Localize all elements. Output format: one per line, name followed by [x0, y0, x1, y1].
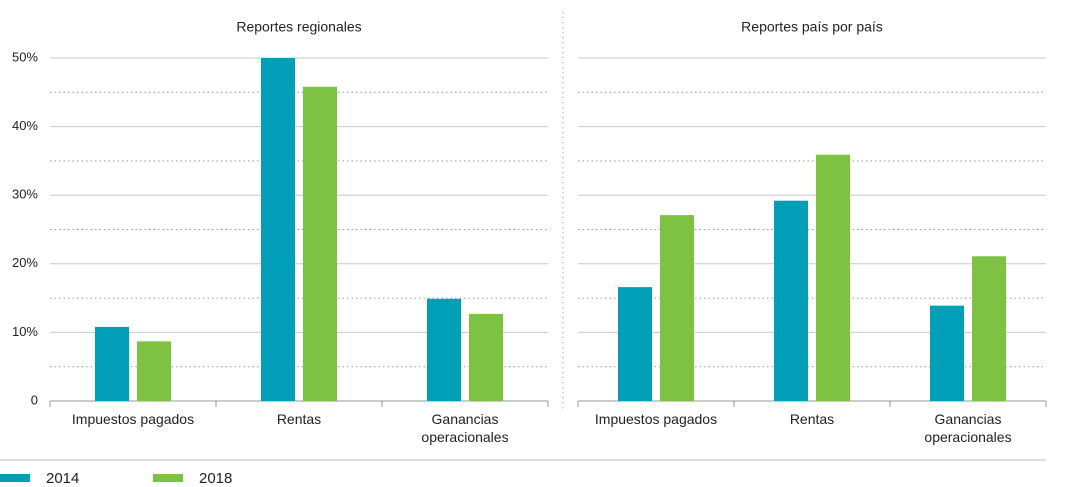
bar	[930, 305, 964, 401]
panel-title: Reportes regionales	[236, 19, 361, 35]
x-tick-label: Ganancias operacionales	[421, 411, 509, 445]
x-tick-label: Impuestos pagados	[71, 411, 195, 427]
x-tick-label: Rentas	[276, 411, 322, 427]
legend-swatch	[153, 474, 183, 482]
bar	[427, 298, 461, 401]
bar	[660, 215, 694, 401]
legend-label: 2018	[199, 470, 232, 487]
x-tick-label: Rentas	[789, 411, 835, 427]
legend-swatch	[0, 474, 30, 482]
bar	[469, 313, 503, 401]
bar	[618, 287, 652, 401]
y-tick-label: 20%	[12, 255, 38, 270]
panel-title: Reportes país por país	[741, 19, 883, 35]
y-tick-label: 0	[31, 392, 38, 407]
legend-label: 2014	[46, 470, 79, 487]
bar	[261, 58, 295, 401]
y-tick-label: 10%	[12, 324, 38, 339]
bar	[774, 200, 808, 401]
y-tick-label: 30%	[12, 187, 38, 202]
x-tick-label: Impuestos pagados	[594, 411, 718, 427]
y-tick-label: 40%	[12, 118, 38, 133]
bar	[816, 154, 850, 401]
bar	[972, 256, 1006, 401]
y-tick-label: 50%	[12, 49, 38, 64]
bar	[95, 326, 129, 401]
x-tick-label: Ganancias operacionales	[924, 411, 1012, 445]
bar	[137, 341, 171, 401]
bar	[303, 86, 337, 401]
